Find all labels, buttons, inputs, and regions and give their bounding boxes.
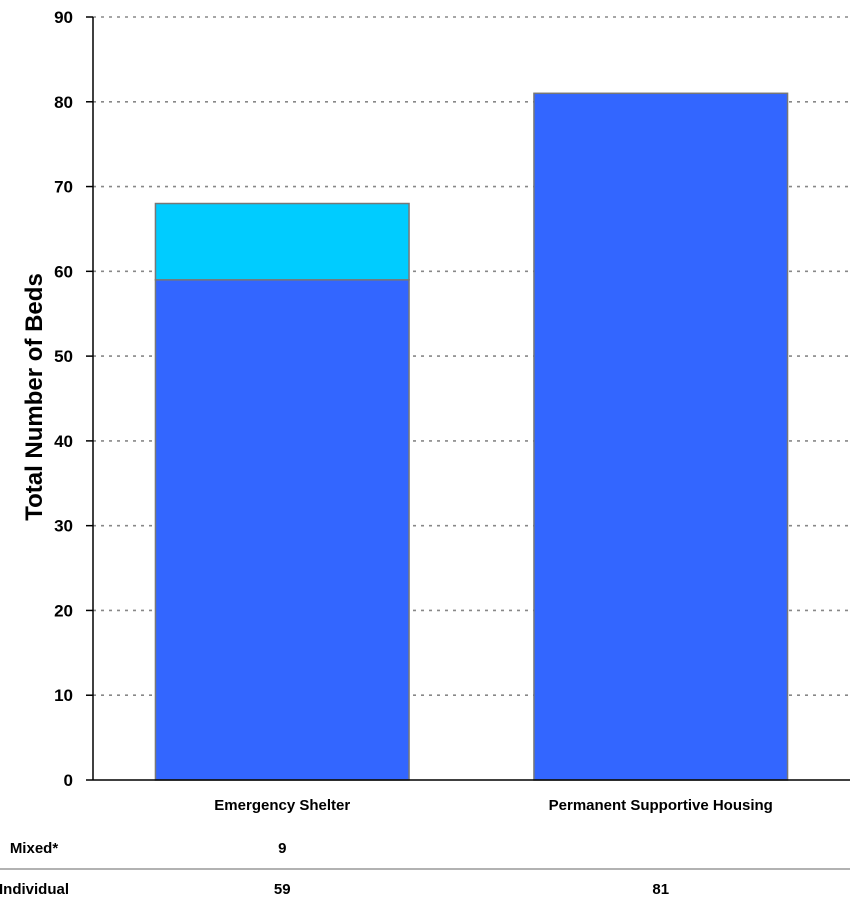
category-labels: Emergency Shelter Permanent Supportive Ho… (214, 797, 773, 814)
y-tick-label: 40 (54, 432, 73, 451)
y-tick-label: 30 (54, 517, 73, 536)
y-tick-label: 90 (54, 8, 73, 27)
y-tick-label: 80 (54, 93, 73, 112)
bar-individual (154, 279, 410, 781)
table-cell: 9 (278, 840, 286, 857)
y-tick-label: 20 (54, 601, 73, 620)
y-axis-ticks: 0 10 20 30 40 50 60 70 80 90 (54, 8, 93, 790)
y-axis-title: Total Number of Beds (21, 273, 48, 521)
table-row-label: Individual (0, 881, 69, 898)
bar-individual (533, 92, 789, 781)
bars (154, 92, 789, 781)
y-tick-label: 60 (54, 262, 73, 281)
bar-mixed (154, 202, 410, 281)
table-cell: 59 (274, 881, 291, 898)
y-tick-label: 70 (54, 178, 73, 197)
table-row-label: Mixed* (10, 840, 59, 857)
category-label: Emergency Shelter (214, 797, 350, 814)
data-table: Mixed* 9 Individual 59 81 (0, 840, 850, 898)
category-label: Permanent Supportive Housing (549, 797, 773, 814)
y-tick-label: 10 (54, 686, 73, 705)
y-tick-label: 50 (54, 347, 73, 366)
table-cell: 81 (652, 881, 669, 898)
y-tick-label: 0 (64, 771, 73, 790)
gridlines (93, 16, 850, 697)
